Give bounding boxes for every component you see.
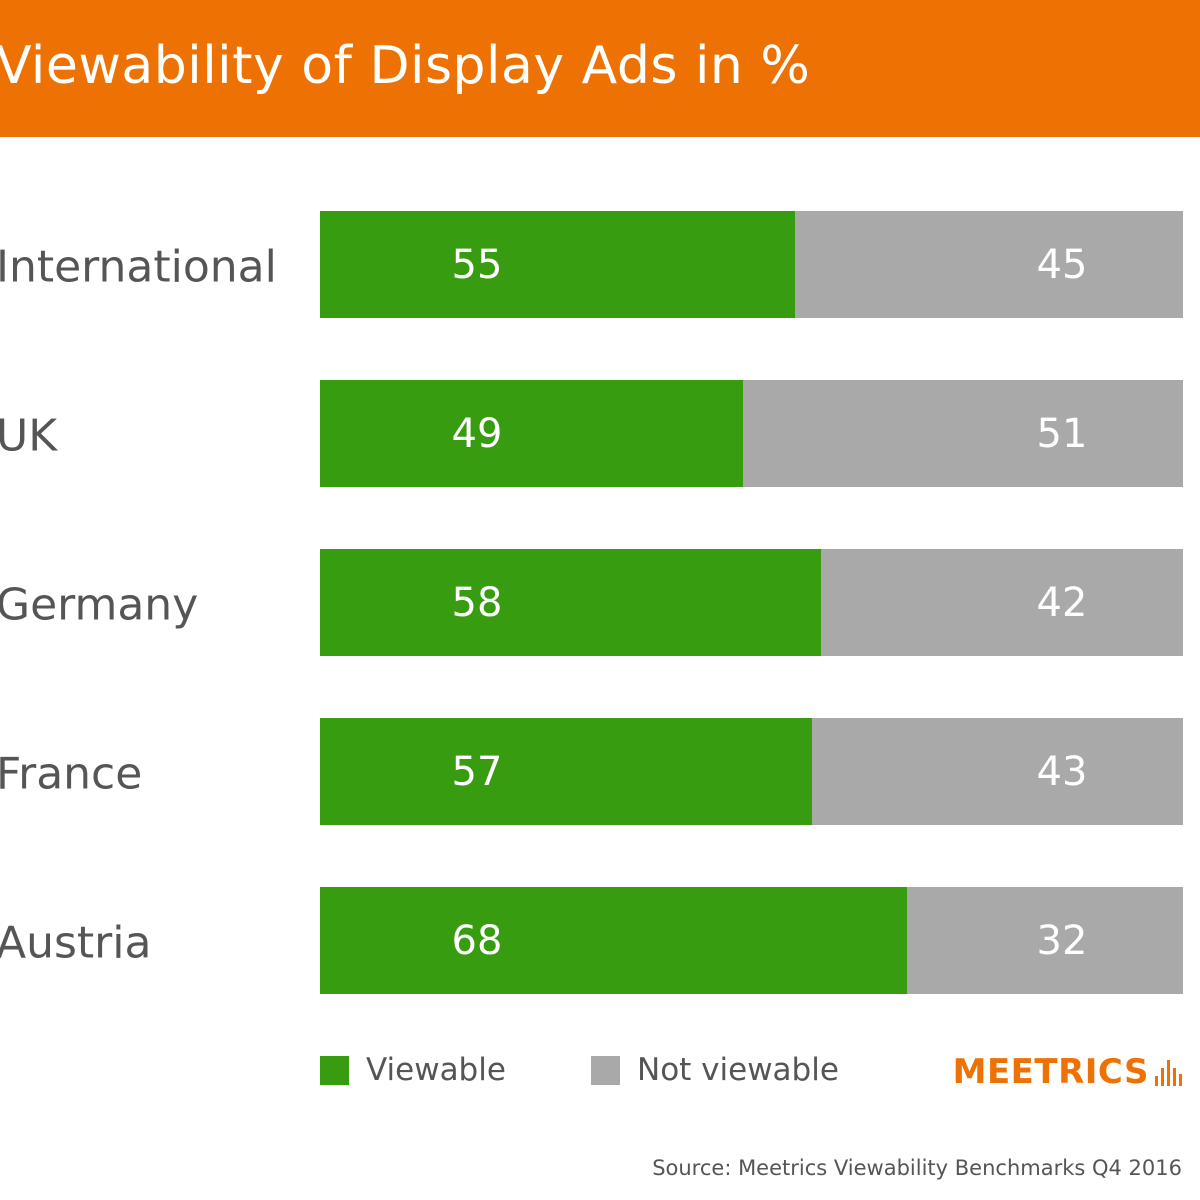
bar-germany-not-viewable <box>820 549 1183 656</box>
value-label-austria-viewable: 68 <box>451 917 503 964</box>
bar-international-viewable <box>320 211 795 318</box>
bar-france-viewable <box>320 718 812 825</box>
category-label-france: France <box>0 748 143 799</box>
logo-wordmark: MEETRICS <box>952 1052 1149 1092</box>
category-label-austria: Austria <box>0 917 152 968</box>
value-label-france-not-viewable: 43 <box>1036 748 1088 795</box>
chart-title: Viewability of Display Ads in % <box>0 36 811 96</box>
bar-germany-viewable <box>320 549 821 656</box>
legend-swatch-viewable <box>320 1056 349 1085</box>
category-label-germany: Germany <box>0 579 199 630</box>
bar-international-not-viewable <box>794 211 1183 318</box>
bar-austria-not-viewable <box>906 887 1183 994</box>
value-label-germany-not-viewable: 42 <box>1036 579 1088 626</box>
logo-bars-icon <box>1155 1060 1182 1086</box>
bar-austria-viewable <box>320 887 907 994</box>
bar-france-not-viewable <box>811 718 1183 825</box>
title-banner: Viewability of Display Ads in % <box>0 0 1200 137</box>
category-label-international: International <box>0 241 277 292</box>
value-label-international-not-viewable: 45 <box>1036 241 1088 288</box>
value-label-france-viewable: 57 <box>451 748 503 795</box>
value-label-germany-viewable: 58 <box>451 579 503 626</box>
value-label-austria-not-viewable: 32 <box>1036 917 1088 964</box>
value-label-uk-viewable: 49 <box>451 410 503 457</box>
bar-uk-not-viewable <box>742 380 1183 487</box>
bar-uk-viewable <box>320 380 743 487</box>
source-note: Source: Meetrics Viewability Benchmarks … <box>652 1156 1182 1180</box>
value-label-international-viewable: 55 <box>451 241 503 288</box>
legend-swatch-not-viewable <box>591 1056 620 1085</box>
legend-label-viewable: Viewable <box>366 1052 506 1088</box>
legend-label-not-viewable: Not viewable <box>637 1052 839 1088</box>
value-label-uk-not-viewable: 51 <box>1036 410 1088 457</box>
meetrics-logo: MEETRICS <box>953 1052 1182 1092</box>
category-label-uk: UK <box>0 410 58 461</box>
